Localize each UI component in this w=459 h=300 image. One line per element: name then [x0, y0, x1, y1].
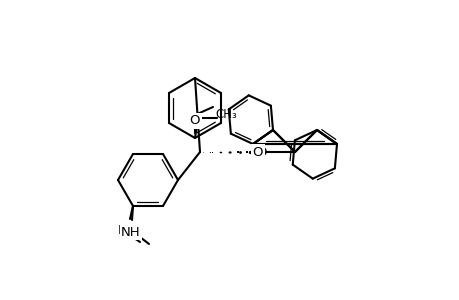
Text: O: O — [191, 113, 202, 127]
Text: CH₃: CH₃ — [214, 107, 236, 121]
Text: NH: NH — [121, 226, 140, 239]
Text: O: O — [252, 146, 263, 158]
Text: O: O — [190, 115, 200, 128]
Text: NH: NH — [118, 224, 138, 237]
Text: O: O — [256, 146, 266, 158]
